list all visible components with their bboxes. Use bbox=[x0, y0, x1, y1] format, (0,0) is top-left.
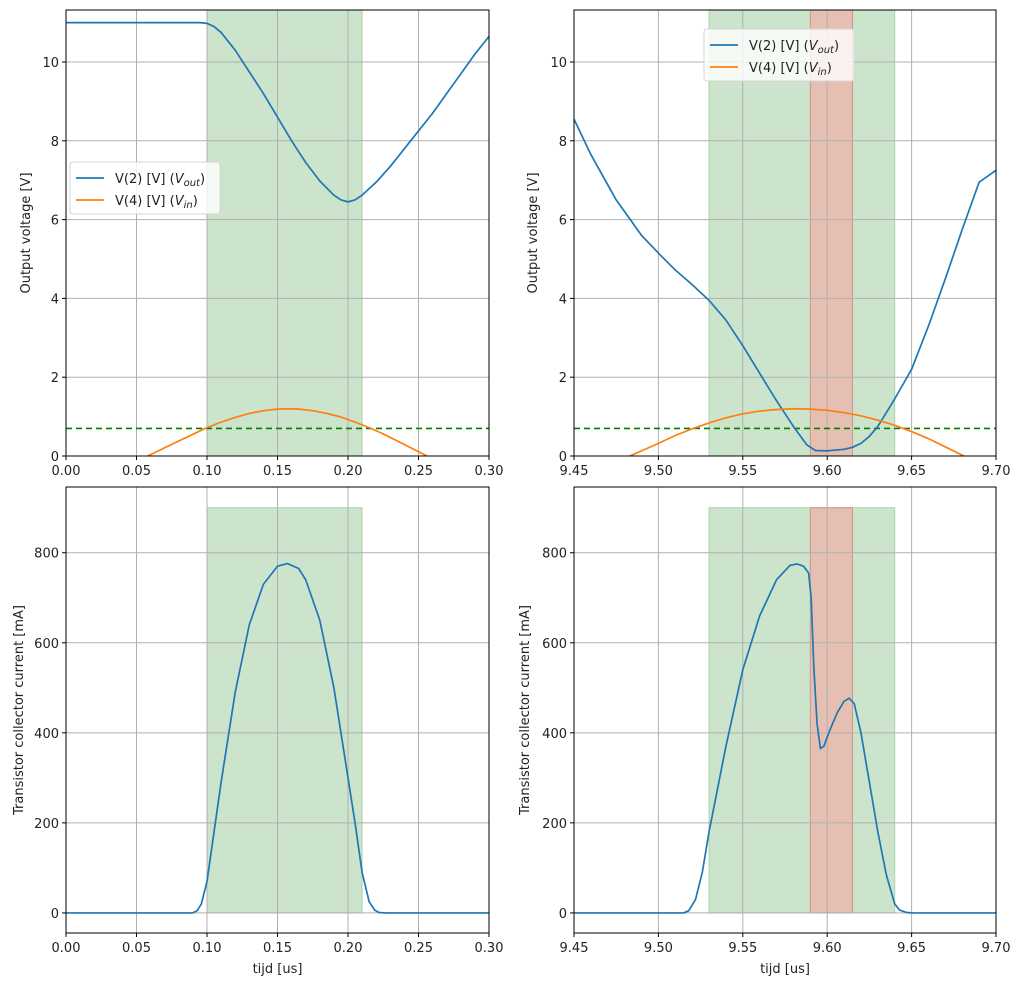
y-tick-label: 4 bbox=[51, 292, 59, 307]
y-tick-label: 6 bbox=[559, 214, 567, 229]
legend-label-vin: V(4) [V] (Vin) bbox=[749, 61, 832, 78]
x-axis-label: tijd [us] bbox=[760, 962, 810, 977]
x-tick-label: 9.55 bbox=[728, 941, 757, 956]
y-axis-label: Transistor collector current [mA] bbox=[518, 605, 533, 816]
y-tick-label: 0 bbox=[559, 907, 567, 922]
y-tick-label: 400 bbox=[542, 727, 567, 742]
green-span bbox=[708, 507, 896, 914]
y-tick-label: 600 bbox=[34, 637, 59, 652]
y-axis-label: Output voltage [V] bbox=[19, 172, 34, 293]
x-tick-label: 0.30 bbox=[475, 464, 504, 479]
y-axis-label: Output voltage [V] bbox=[526, 172, 541, 293]
series-line-vout bbox=[66, 562, 489, 914]
x-tick-label: 0.10 bbox=[193, 941, 222, 956]
x-tick-label: 9.60 bbox=[813, 941, 842, 956]
axes-frame bbox=[573, 9, 997, 457]
x-tick-label: 9.55 bbox=[728, 464, 757, 479]
x-tick-label: 0.20 bbox=[334, 941, 363, 956]
subplot-top-left: 0.00 0.05 0.10 0.15 0.20 0.25 0.30 0 2 4 6 8 10 Outpu… bbox=[19, 9, 504, 479]
y-tick-label: 600 bbox=[542, 637, 567, 652]
y-tick-label: 0 bbox=[559, 450, 567, 465]
series-line-vout bbox=[66, 21, 489, 203]
series-line-vin bbox=[147, 407, 428, 456]
legend-box bbox=[703, 28, 855, 82]
legend: V(2) [V] (Vout) V(4) [V] (Vin) bbox=[703, 28, 855, 82]
y-tick-label: 0 bbox=[51, 907, 59, 922]
red-span bbox=[809, 507, 854, 914]
red-span bbox=[809, 9, 854, 457]
series-line-vout bbox=[574, 118, 996, 452]
y-tick-label: 0 bbox=[51, 450, 59, 465]
y-tick-label: 200 bbox=[542, 817, 567, 832]
y-tick-label: 10 bbox=[42, 56, 59, 71]
y-tick-label: 8 bbox=[51, 135, 59, 150]
x-tick-label: 9.50 bbox=[644, 464, 673, 479]
x-tick-label: 0.15 bbox=[263, 464, 292, 479]
x-tick-label: 0.15 bbox=[263, 941, 292, 956]
x-tick-label: 0.10 bbox=[193, 464, 222, 479]
series-line-vout bbox=[574, 563, 996, 914]
x-tick-label: 0.05 bbox=[122, 941, 151, 956]
x-tick-label: 0.20 bbox=[334, 464, 363, 479]
x-tick-label: 9.70 bbox=[982, 941, 1011, 956]
legend-box bbox=[69, 161, 221, 215]
legend-label-vout: V(2) [V] (Vout) bbox=[749, 39, 839, 56]
y-axis-label: Transistor collector current [mA] bbox=[12, 605, 27, 816]
y-tick-label: 200 bbox=[34, 817, 59, 832]
x-tick-label: 9.65 bbox=[897, 941, 926, 956]
subplot-bottom-left: 0.00 0.05 0.10 0.15 0.20 0.25 0.30 0 200 400 600 80… bbox=[12, 486, 504, 977]
green-span bbox=[206, 9, 363, 457]
x-tick-label: 0.00 bbox=[52, 464, 81, 479]
x-tick-label: 9.45 bbox=[560, 464, 589, 479]
y-tick-label: 2 bbox=[51, 371, 59, 386]
x-tick-label: 0.25 bbox=[404, 941, 433, 956]
x-tick-label: 9.70 bbox=[982, 464, 1011, 479]
x-tick-label: 0.30 bbox=[475, 941, 504, 956]
axes-frame bbox=[573, 486, 997, 934]
x-axis-label: tijd [us] bbox=[253, 962, 303, 977]
x-tick-label: 9.60 bbox=[813, 464, 842, 479]
x-tick-label: 0.05 bbox=[122, 464, 151, 479]
y-tick-label: 800 bbox=[542, 547, 567, 562]
x-tick-label: 9.50 bbox=[644, 941, 673, 956]
y-tick-label: 400 bbox=[34, 727, 59, 742]
y-tick-label: 800 bbox=[34, 547, 59, 562]
y-tick-label: 8 bbox=[559, 135, 567, 150]
green-span bbox=[206, 507, 363, 914]
subplot-bottom-right: 9.45 9.50 9.55 9.60 9.65 9.70 0 200 400 600 800 Tra… bbox=[518, 486, 1011, 977]
x-tick-label: 9.45 bbox=[560, 941, 589, 956]
y-tick-label: 2 bbox=[559, 371, 567, 386]
legend-label-vin: V(4) [V] (Vin) bbox=[115, 194, 198, 211]
legend: V(2) [V] (Vout) V(4) [V] (Vin) bbox=[69, 161, 221, 215]
subplot-top-right: 9.45 9.50 9.55 9.60 9.65 9.70 0 2 4 6 8 10 Output vo… bbox=[526, 9, 1011, 479]
series-line-vin bbox=[629, 407, 965, 456]
x-tick-label: 0.00 bbox=[52, 941, 81, 956]
x-tick-label: 9.65 bbox=[897, 464, 926, 479]
y-tick-label: 10 bbox=[550, 56, 567, 71]
legend-label-vout: V(2) [V] (Vout) bbox=[115, 172, 205, 189]
x-tick-label: 0.25 bbox=[404, 464, 433, 479]
y-tick-label: 4 bbox=[559, 292, 567, 307]
y-tick-label: 6 bbox=[51, 214, 59, 229]
